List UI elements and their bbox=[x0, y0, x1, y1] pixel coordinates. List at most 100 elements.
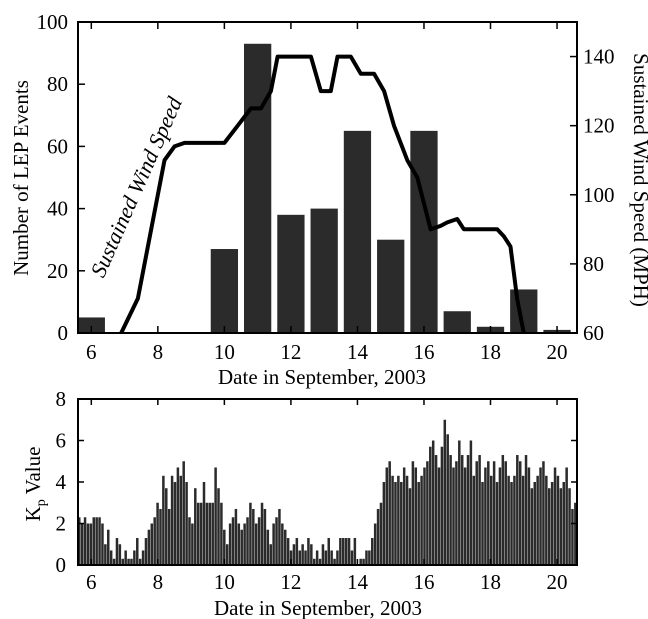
kp-bar bbox=[211, 502, 214, 565]
kp-bar bbox=[118, 544, 122, 565]
kp-bar bbox=[516, 455, 519, 565]
x-tick-label: 20 bbox=[547, 570, 568, 594]
kp-bar bbox=[466, 455, 470, 565]
kp-bar bbox=[411, 461, 415, 565]
kp-bar bbox=[150, 523, 154, 565]
kp-bar bbox=[260, 502, 264, 565]
kp-bar bbox=[263, 508, 267, 565]
kp-bar bbox=[196, 502, 200, 565]
kp-bar bbox=[269, 544, 272, 565]
kp-bar bbox=[417, 482, 420, 565]
kp-bar bbox=[460, 455, 464, 565]
kp-bar bbox=[353, 538, 357, 565]
kp-bar bbox=[199, 502, 203, 565]
kp-bar bbox=[130, 558, 133, 565]
kp-bar bbox=[394, 482, 397, 565]
kp-bar bbox=[191, 523, 194, 565]
kp-bar bbox=[173, 482, 177, 565]
kp-bar bbox=[437, 467, 441, 565]
kp-bar bbox=[310, 544, 313, 565]
kp-bar bbox=[86, 523, 90, 565]
kp-bar bbox=[405, 475, 409, 565]
y-tick-label: 4 bbox=[56, 470, 67, 494]
kp-bar bbox=[495, 482, 499, 565]
kp-bar bbox=[289, 550, 293, 565]
kp-bar bbox=[521, 475, 525, 565]
kp-bar bbox=[301, 544, 304, 565]
kp-bar bbox=[556, 475, 560, 565]
kp-bar bbox=[228, 523, 232, 565]
y-tick-label: 80 bbox=[47, 72, 68, 96]
kp-bar bbox=[391, 475, 394, 565]
kp-bar bbox=[388, 461, 391, 565]
kp-bar bbox=[568, 488, 571, 565]
kp-bar bbox=[104, 544, 107, 565]
kp-bar bbox=[359, 558, 362, 565]
kp-bar bbox=[484, 467, 487, 565]
kp-bar bbox=[321, 544, 325, 565]
kp-bar bbox=[138, 558, 142, 565]
kp-bar bbox=[153, 517, 156, 565]
kp-bar bbox=[165, 488, 168, 565]
y-tick-label: 0 bbox=[58, 321, 69, 345]
kp-bar bbox=[458, 440, 461, 565]
kp-bar bbox=[240, 529, 243, 565]
x-tick-label: 14 bbox=[347, 340, 369, 364]
wind-speed-annotation: Sustained Wind Speed bbox=[85, 92, 187, 281]
lep-bar bbox=[343, 130, 372, 333]
kp-bar bbox=[507, 475, 510, 565]
kp-bar bbox=[339, 538, 342, 565]
lep-bar bbox=[443, 311, 471, 333]
top-chart: 6 8 10 12 14 16 18 200204060801006080100120140 … bbox=[9, 10, 648, 389]
kp-bar bbox=[455, 461, 458, 565]
x-tick-label: 10 bbox=[214, 340, 235, 364]
kp-bar bbox=[443, 419, 447, 565]
x-tick-label: 8 bbox=[153, 340, 164, 364]
kp-bar bbox=[272, 523, 275, 565]
kp-bar bbox=[397, 475, 400, 565]
kp-bar bbox=[194, 488, 197, 565]
kp-bar bbox=[342, 538, 345, 565]
lep-bar bbox=[77, 317, 105, 333]
kp-bar bbox=[481, 482, 484, 565]
kp-bar bbox=[333, 558, 336, 565]
kp-bar bbox=[492, 461, 496, 565]
kp-bar bbox=[286, 538, 290, 565]
kp-bar bbox=[179, 475, 183, 565]
kp-bar bbox=[107, 529, 110, 565]
kp-bar bbox=[429, 446, 432, 565]
kp-bar bbox=[185, 482, 188, 565]
kp-bar bbox=[530, 488, 534, 565]
kp-bar bbox=[368, 550, 371, 565]
kp-bar bbox=[376, 508, 380, 565]
kp-bar bbox=[562, 482, 565, 565]
kp-bar bbox=[565, 467, 568, 565]
kp-bar bbox=[170, 475, 174, 565]
x-tick-label: 8 bbox=[153, 570, 164, 594]
kp-bar bbox=[307, 538, 310, 565]
kp-bar bbox=[252, 508, 255, 565]
kp-bar bbox=[298, 550, 301, 565]
kp-bar bbox=[362, 558, 365, 565]
kp-bar bbox=[527, 467, 531, 565]
lep-bar bbox=[377, 239, 405, 333]
kp-bar bbox=[550, 482, 554, 565]
kp-bar bbox=[472, 475, 476, 565]
kp-bar bbox=[217, 488, 220, 565]
kp-bar bbox=[254, 523, 258, 565]
kp-bar bbox=[487, 461, 490, 565]
kp-bar bbox=[434, 455, 438, 565]
kp-bar bbox=[501, 455, 505, 565]
top-y-axis-label: Number of LEP Events bbox=[9, 80, 33, 276]
kp-bar bbox=[347, 538, 351, 565]
kp-bar bbox=[402, 467, 406, 565]
kp-bar bbox=[292, 544, 296, 565]
kp-bar bbox=[414, 467, 418, 565]
lep-bar bbox=[244, 43, 272, 334]
kp-bar bbox=[315, 550, 319, 565]
kp-bar bbox=[234, 508, 238, 565]
kp-bar bbox=[365, 550, 368, 565]
kp-bar bbox=[89, 523, 93, 565]
kp-bar bbox=[98, 517, 101, 565]
